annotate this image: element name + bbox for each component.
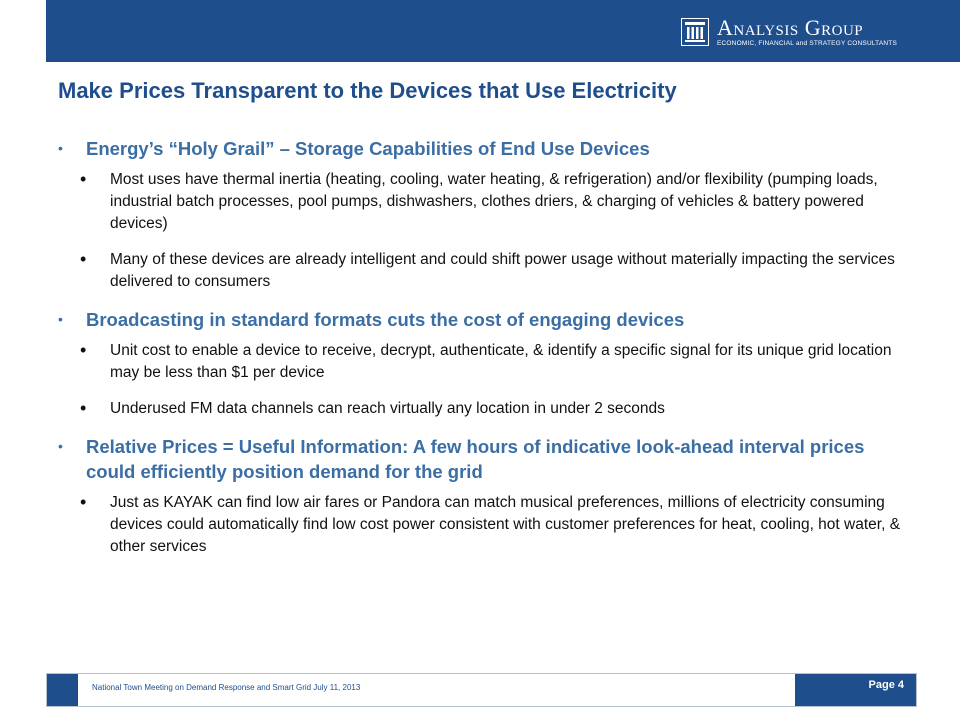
footer-event: National Town Meeting on Demand Response… (92, 683, 361, 692)
analysis-group-logo: Analysis Group ECONOMIC, FINANCIAL and S… (681, 14, 911, 50)
header-bar (46, 0, 960, 62)
building-columns-icon (681, 18, 709, 46)
bullet-icon: • (80, 398, 87, 418)
list-item: • Just as KAYAK can find low air fares or… (80, 492, 901, 555)
slide-content: • Energy’s “Holy Grail” – Storage Capabil… (58, 136, 908, 572)
bullet-icon: • (80, 492, 87, 512)
footer-accent (47, 674, 78, 706)
bullet-icon: • (80, 169, 87, 189)
list-item: • Underused FM data channels can reach vi… (80, 398, 665, 418)
list-item: • Unit cost to enable a device to receive… (80, 340, 892, 381)
list-item: • Many of these devices are already intel… (80, 249, 895, 290)
logo-name: Analysis Group (717, 14, 864, 40)
slide-title: Make Prices Transparent to the Devices t… (58, 78, 677, 103)
page-number: Page 4 (795, 674, 916, 706)
bullet-icon: • (80, 249, 87, 269)
section-heading: • Relative Prices = Useful Information: A… (58, 436, 865, 482)
list-item: • Most uses have thermal inertia (heating… (80, 169, 878, 232)
bullet-icon: • (58, 438, 63, 454)
section-heading: • Broadcasting in standard formats cuts t… (58, 309, 685, 330)
section-heading: • Energy’s “Holy Grail” – Storage Capabil… (58, 138, 650, 159)
logo-tagline: ECONOMIC, FINANCIAL and STRATEGY CONSULT… (717, 39, 897, 47)
footer-bar: National Town Meeting on Demand Response… (46, 673, 917, 707)
bullet-icon: • (80, 340, 87, 360)
bullet-icon: • (58, 140, 63, 156)
bullet-icon: • (58, 311, 63, 327)
